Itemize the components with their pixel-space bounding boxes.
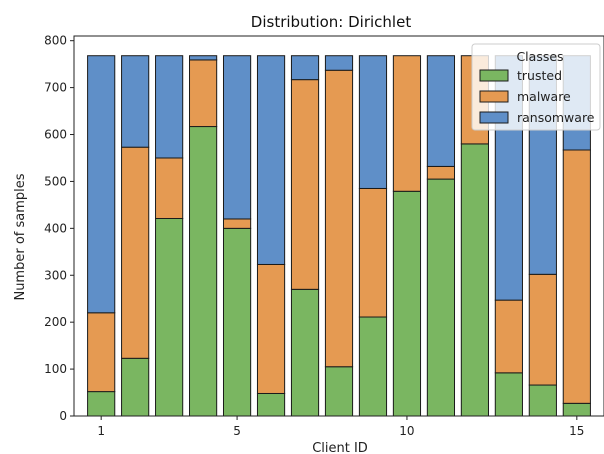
bar-ransomware-client-5	[222, 55, 252, 220]
bar-ransomware-client-9	[358, 55, 388, 189]
y-tick-label: 400	[44, 221, 67, 235]
bar-trusted-client-14	[528, 384, 557, 417]
bar-malware-client-9	[358, 187, 388, 318]
bar-trusted-client-3	[155, 217, 184, 417]
bar-trusted-client-9	[358, 316, 388, 417]
bar-ransomware-client-4	[189, 55, 218, 61]
bar-ransomware-client-3	[155, 55, 184, 159]
bar-trusted-client-11	[426, 178, 456, 417]
bar-malware-client-14	[528, 273, 557, 386]
bar-malware-client-3	[155, 157, 184, 219]
legend: Classes trusted malware ransomware	[471, 43, 601, 131]
bar-trusted-client-13	[494, 372, 523, 417]
legend-label-ransomware: ransomware	[517, 110, 595, 125]
bar-trusted-client-1	[87, 391, 116, 417]
bar-trusted-client-12	[460, 143, 489, 417]
bar-trusted-client-2	[121, 357, 150, 417]
bar-malware-client-6	[256, 263, 286, 394]
bar-malware-client-1	[87, 312, 116, 393]
bar-trusted-client-4	[189, 126, 218, 417]
bar-trusted-client-5	[222, 227, 252, 417]
bar-ransomware-client-2	[121, 55, 150, 148]
bar-trusted-client-8	[324, 366, 354, 417]
bar-malware-client-7	[290, 79, 320, 290]
legend-box	[471, 43, 601, 131]
y-tick-label: 500	[44, 174, 67, 188]
bar-ransomware-client-8	[324, 55, 354, 71]
bar-malware-client-15	[562, 149, 591, 404]
y-tick-label: 100	[44, 362, 67, 376]
x-axis-label: Client ID	[312, 441, 368, 454]
x-tick-label: 15	[569, 424, 584, 438]
bar-malware-client-13	[494, 299, 523, 374]
bar-ransomware-client-1	[87, 55, 116, 314]
legend-swatch-malware	[479, 90, 509, 103]
bar-malware-client-8	[324, 69, 354, 368]
bar-malware-client-11	[426, 165, 456, 180]
bar-malware-client-5	[222, 218, 252, 229]
bar-malware-client-2	[121, 146, 150, 359]
x-axis-ticks: 1 5 10 15	[97, 416, 584, 438]
plot-frame	[73, 35, 604, 417]
bar-ransomware-client-7	[290, 55, 320, 81]
legend-label-malware: malware	[517, 89, 571, 104]
x-tick-label: 5	[233, 424, 241, 438]
y-axis-label: Number of samples	[13, 173, 28, 300]
bar-malware-client-4	[189, 59, 218, 128]
legend-swatch-ransomware	[479, 111, 509, 124]
y-tick-label: 800	[44, 34, 67, 48]
bar-trusted-client-7	[290, 288, 320, 417]
y-tick-label: 300	[44, 268, 67, 282]
y-tick-label: 0	[59, 409, 67, 423]
bars-layer	[87, 55, 591, 417]
bar-ransomware-client-6	[256, 55, 286, 265]
legend-label-trusted: trusted	[517, 68, 562, 83]
bar-trusted-client-10	[392, 190, 422, 417]
bar-trusted-client-15	[562, 402, 591, 417]
x-tick-label: 1	[97, 424, 105, 438]
chart-title: Distribution: Dirichlet	[251, 13, 412, 31]
y-axis-ticks: 0 100 200 300 400 500 600 700 800	[44, 34, 74, 423]
bar-malware-client-10	[392, 55, 422, 192]
x-tick-label: 10	[399, 424, 414, 438]
bar-trusted-client-6	[256, 392, 286, 417]
legend-title: Classes	[516, 49, 563, 64]
bar-ransomware-client-11	[426, 55, 456, 167]
y-tick-label: 600	[44, 128, 67, 142]
y-tick-label: 700	[44, 81, 67, 95]
y-tick-label: 200	[44, 315, 67, 329]
legend-swatch-trusted	[479, 69, 509, 82]
